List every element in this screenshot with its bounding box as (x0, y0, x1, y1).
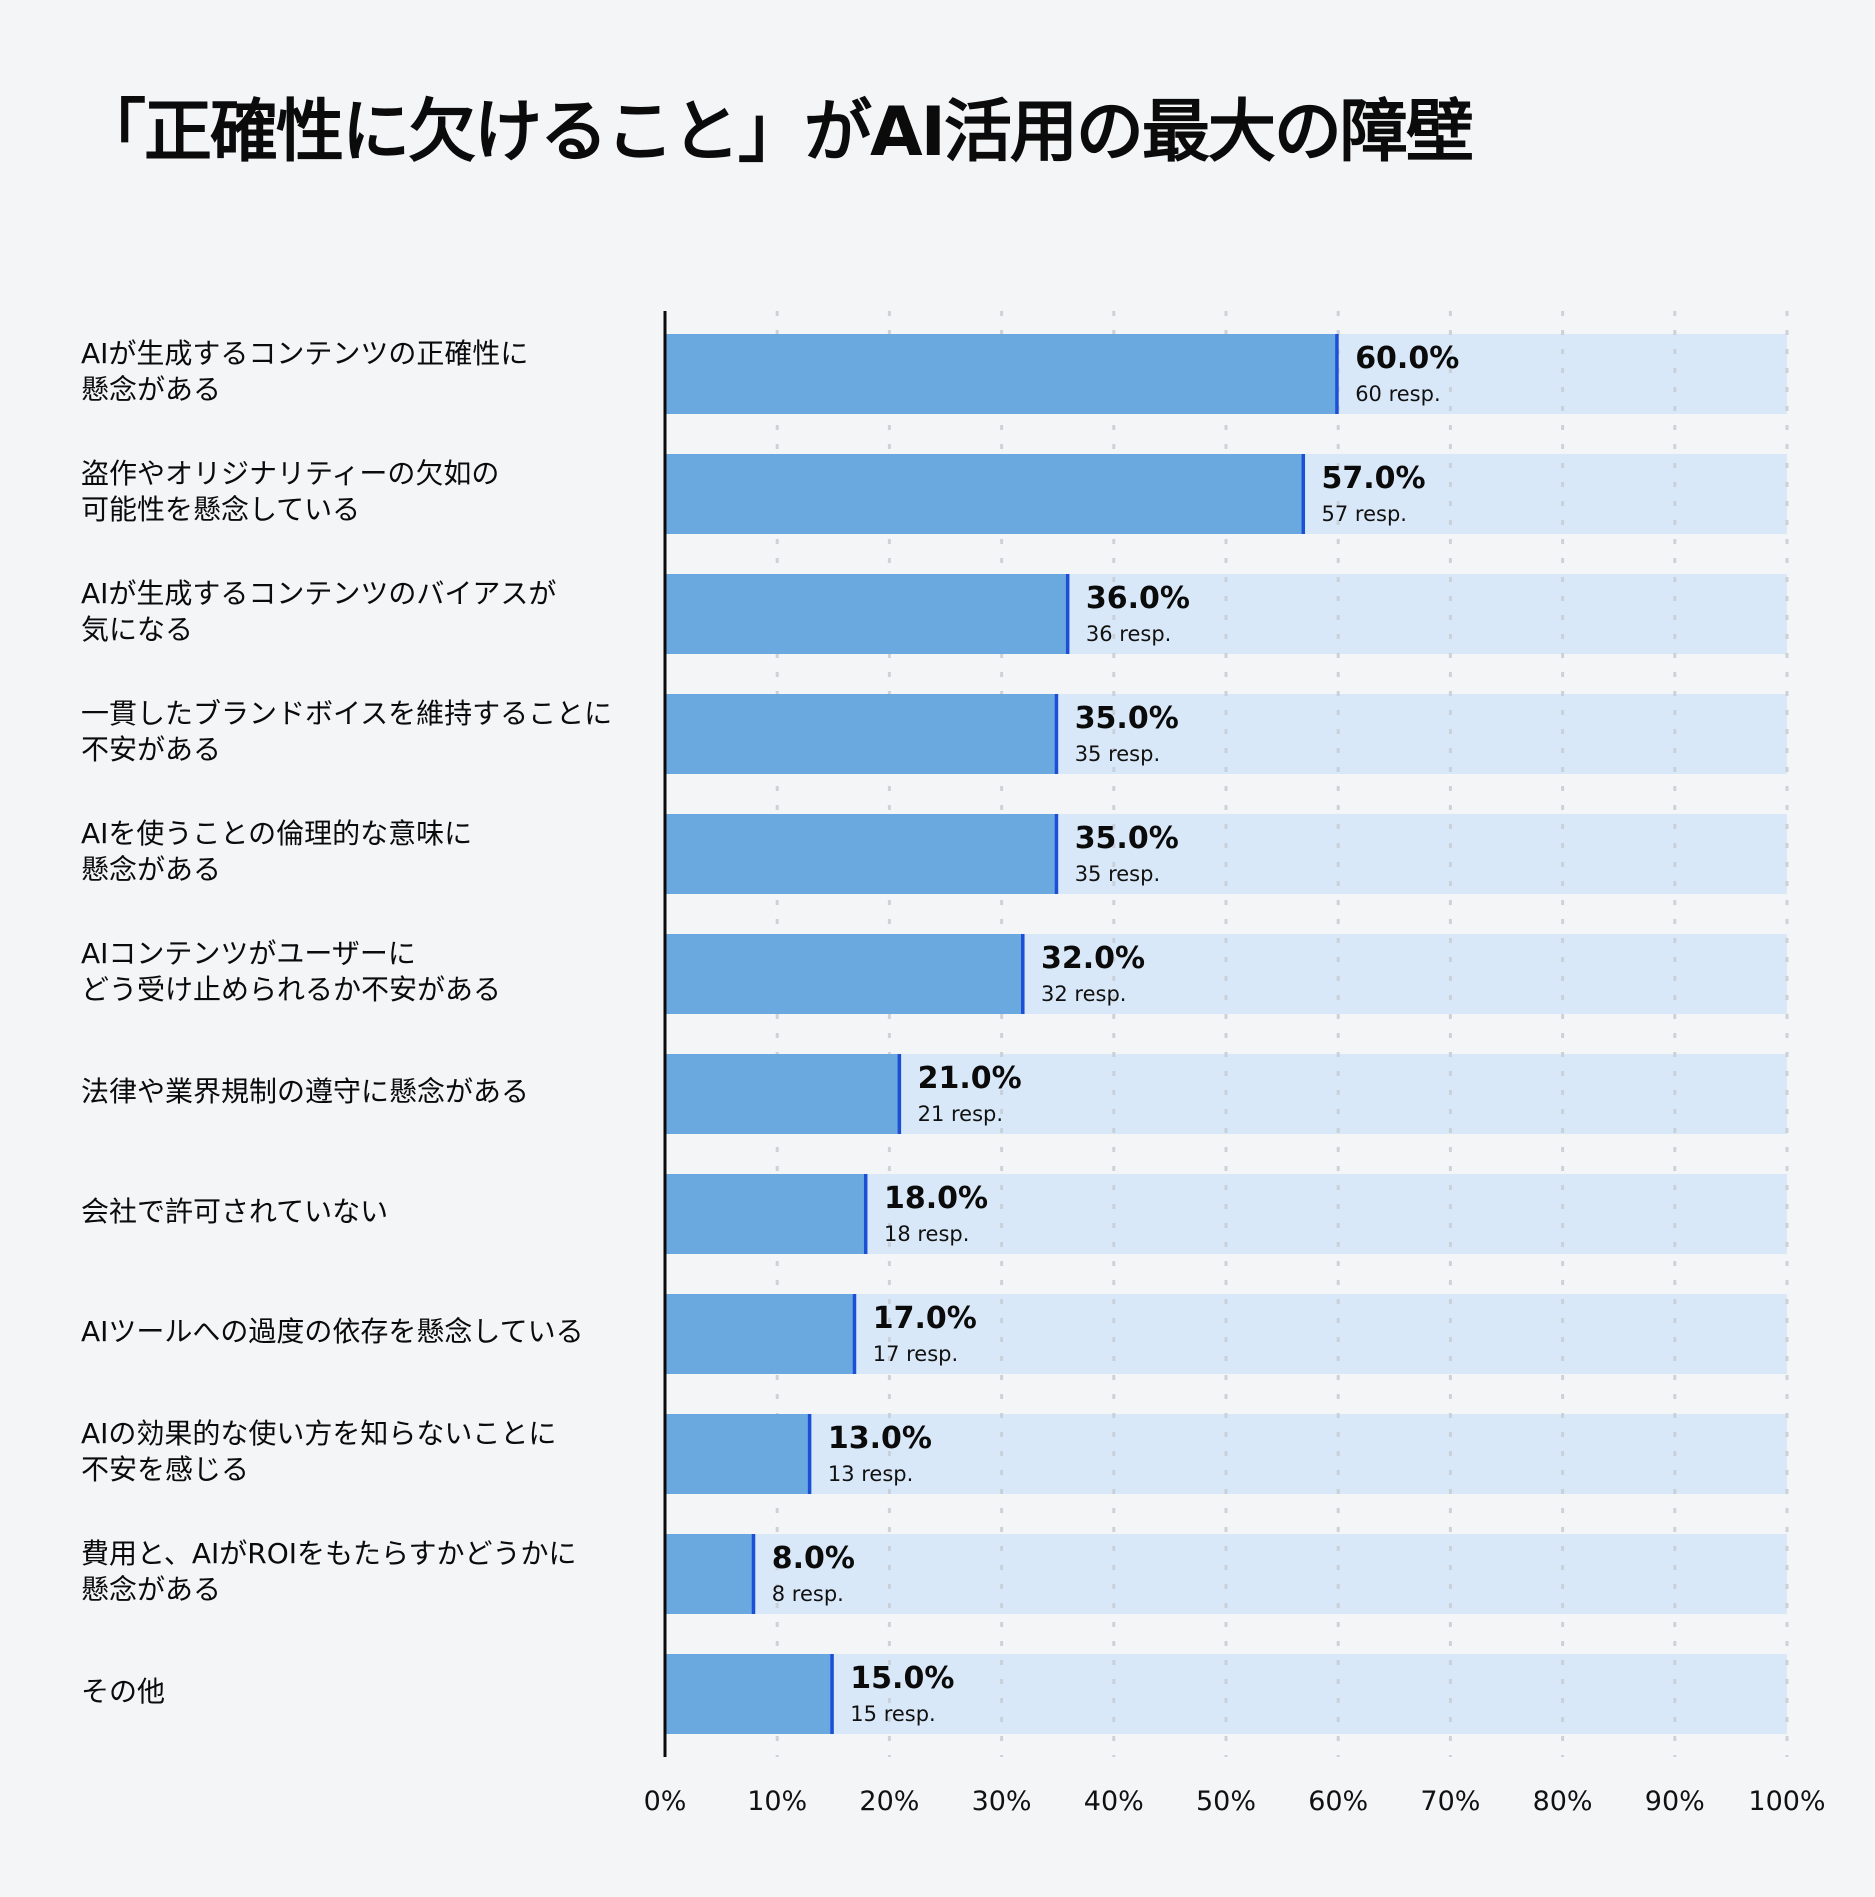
category-label: AIを使うことの倫理的な意味に 懸念がある (81, 817, 473, 886)
x-tick-label: 60% (1308, 1786, 1368, 1817)
resp-label: 21 resp. (918, 1102, 1003, 1126)
x-tick-label: 70% (1420, 1786, 1480, 1817)
bar-end-marker (1021, 934, 1025, 1014)
value-label: 35.0% (1075, 701, 1179, 736)
value-label: 13.0% (828, 1421, 932, 1456)
value-label: 32.0% (1041, 941, 1145, 976)
resp-label: 57 resp. (1322, 502, 1407, 526)
value-label: 36.0% (1086, 581, 1190, 616)
bar (665, 334, 1339, 414)
chart-title: 「正確性に欠けること」がAI活用の最大の障壁 (78, 93, 1474, 172)
x-tick-label: 0% (644, 1786, 687, 1817)
category-label: AIの効果的な使い方を知らないことに 不安を感じる (81, 1417, 557, 1486)
resp-label: 8 resp. (772, 1582, 844, 1606)
resp-label: 35 resp. (1075, 862, 1160, 886)
resp-label: 13 resp. (828, 1462, 913, 1486)
x-tick-label: 10% (747, 1786, 807, 1817)
value-label: 57.0% (1322, 461, 1426, 496)
x-tick-label: 30% (972, 1786, 1032, 1817)
x-tick-label: 90% (1645, 1786, 1705, 1817)
resp-label: 15 resp. (850, 1702, 935, 1726)
bar-end-marker (1054, 694, 1059, 774)
bar-end-marker (1301, 454, 1306, 534)
category-label: AIが生成するコンテンツの正確性に 懸念がある (81, 337, 529, 406)
category-label: 盗作やオリジナリティーの欠如の 可能性を懸念している (81, 457, 500, 526)
resp-label: 36 resp. (1086, 622, 1171, 646)
resp-label: 35 resp. (1075, 742, 1160, 766)
category-label: AIツールへの過度の依存を懸念している (81, 1315, 584, 1348)
bar-end-marker (1054, 814, 1059, 894)
resp-label: 18 resp. (884, 1222, 969, 1246)
bar (665, 1414, 811, 1494)
bar-end-marker (1335, 334, 1339, 414)
bar (665, 454, 1305, 534)
category-label: AIコンテンツがユーザーに どう受け止められるか不安がある (81, 937, 502, 1006)
bar (665, 1654, 834, 1734)
bar (665, 1054, 901, 1134)
bar-end-marker (807, 1414, 812, 1494)
x-tick-label: 80% (1533, 1786, 1593, 1817)
value-label: 15.0% (850, 1661, 954, 1696)
category-label: 一貫したブランドボイスを維持することに 不安がある (81, 697, 613, 766)
bar-end-marker (1065, 574, 1070, 654)
bar (665, 574, 1069, 654)
category-label: 会社で許可されていない (81, 1195, 389, 1228)
bar (665, 1534, 755, 1614)
value-label: 21.0% (918, 1061, 1022, 1096)
resp-label: 32 resp. (1041, 982, 1126, 1006)
category-label: AIが生成するコンテンツのバイアスが 気になる (81, 577, 557, 646)
x-tick-label: 100% (1748, 1786, 1825, 1817)
bar (665, 814, 1058, 894)
category-label: 費用と、AIがROIをもたらすかどうかに 懸念がある (81, 1537, 577, 1606)
resp-label: 60 resp. (1355, 382, 1440, 406)
x-tick-label: 20% (859, 1786, 919, 1817)
bar (665, 1174, 867, 1254)
value-label: 60.0% (1355, 341, 1459, 376)
value-label: 35.0% (1075, 821, 1179, 856)
bar-end-marker (863, 1174, 868, 1254)
category-label: 法律や業界規制の遵守に懸念がある (81, 1075, 530, 1108)
category-label: その他 (81, 1675, 166, 1708)
bar (665, 934, 1025, 1014)
bar (665, 694, 1058, 774)
bar-end-marker (897, 1054, 902, 1134)
value-label: 18.0% (884, 1181, 988, 1216)
bar-end-marker (852, 1294, 857, 1374)
bar-end-marker (751, 1534, 756, 1614)
x-tick-label: 40% (1084, 1786, 1144, 1817)
bar (665, 1294, 856, 1374)
value-label: 8.0% (772, 1541, 855, 1576)
value-label: 17.0% (873, 1301, 977, 1336)
x-tick-label: 50% (1196, 1786, 1256, 1817)
resp-label: 17 resp. (873, 1342, 958, 1366)
bar-end-marker (830, 1654, 834, 1734)
